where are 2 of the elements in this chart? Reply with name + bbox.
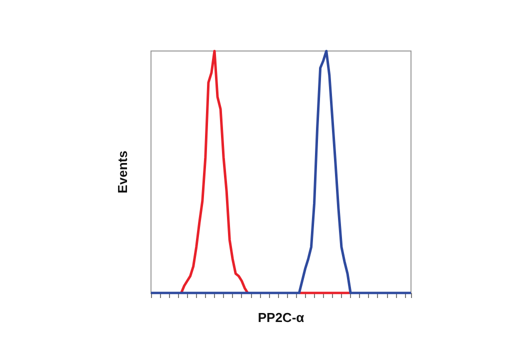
x-axis-title: PP2C-α (258, 310, 304, 325)
y-axis-title: Events (115, 150, 130, 194)
